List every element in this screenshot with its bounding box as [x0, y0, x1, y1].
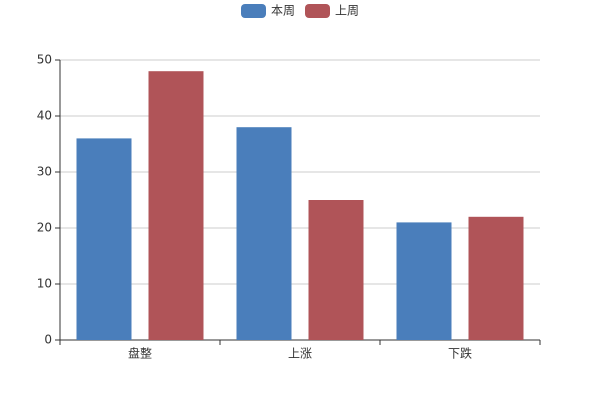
y-tick-label: 50	[37, 53, 52, 67]
legend-swatch	[241, 4, 266, 18]
x-tick-label: 盘整	[128, 346, 152, 361]
bar	[76, 138, 132, 340]
y-tick-label: 30	[37, 165, 52, 179]
legend: 本周 上周	[241, 4, 359, 18]
x-tick-label: 上涨	[288, 346, 312, 361]
legend-label: 上周	[335, 4, 359, 18]
x-tick-label: 下跌	[448, 346, 472, 361]
y-tick-label: 0	[44, 333, 52, 347]
bar	[148, 71, 204, 340]
y-tick-label: 40	[37, 109, 52, 123]
bar	[396, 222, 452, 340]
bar	[236, 127, 292, 340]
legend-label: 本周	[271, 4, 295, 18]
bar	[308, 200, 364, 340]
y-tick-label: 20	[37, 221, 52, 235]
legend-swatch	[305, 4, 330, 18]
y-tick-label: 10	[37, 277, 52, 291]
bar	[468, 216, 524, 340]
